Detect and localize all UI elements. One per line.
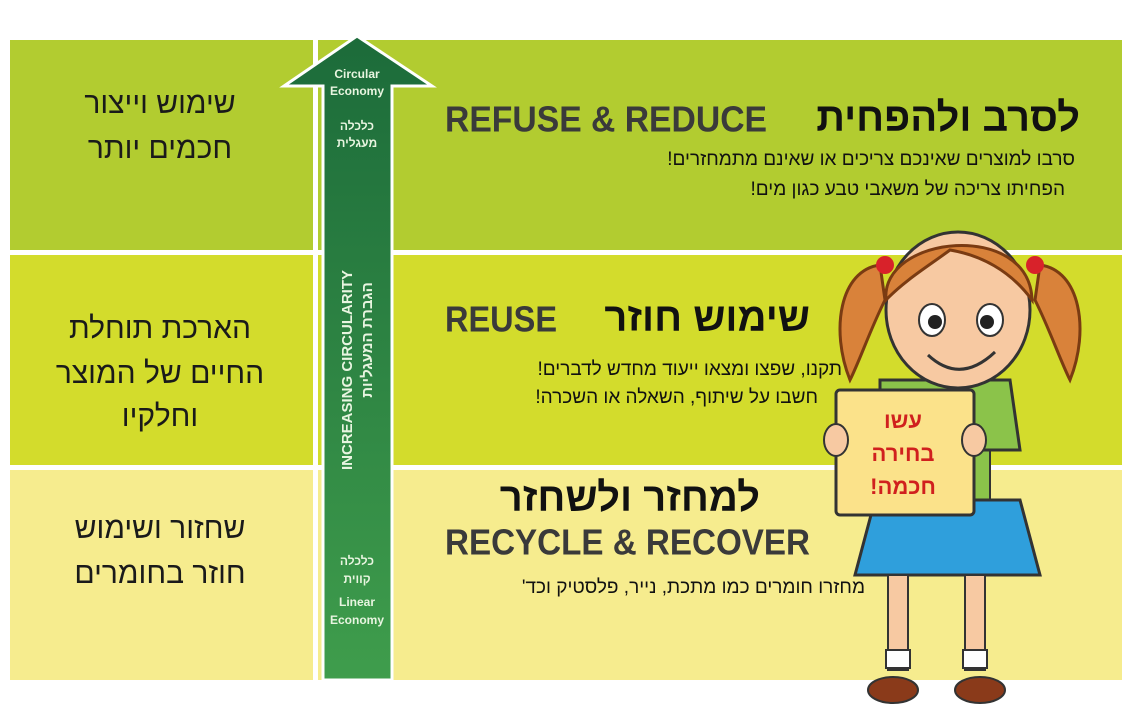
- page: { "arrow": { "top_en": ["Circular", "Eco…: [0, 0, 1125, 713]
- arrow-vertical-label: INCREASING CIRCULARITY: [339, 270, 356, 470]
- left-text: חוזר בחומרים: [74, 557, 245, 590]
- left-text: וחלקיו: [122, 400, 198, 433]
- heading-he: שימוש חוזר: [604, 296, 810, 340]
- sign-text: חכמה!: [870, 474, 936, 499]
- arrow-label: Economy: [330, 613, 384, 627]
- left-text: הארכת תוחלת: [69, 312, 251, 345]
- heading-en: RECYCLE & RECOVER: [445, 522, 810, 563]
- arrow-label: כלכלה: [340, 554, 374, 568]
- arrow-label: קווית: [343, 572, 370, 586]
- heading-he: למחזר ולשחזר: [500, 476, 760, 520]
- body-text: הפחיתו צריכה של משאבי טבע כגון מים!: [750, 179, 1065, 200]
- body-text: מחזרו חומרים כמו מתכת, נייר, פלסטיק וכד': [522, 577, 865, 598]
- infographic: שימוש וייצור חכמים יותר הארכת תוחלת החיי…: [0, 0, 1125, 713]
- column-divider: [313, 40, 318, 680]
- body-text: תקנו, שפצו ומצאו ייעוד מחדש לדברים!: [537, 359, 842, 380]
- arrow-label: Economy: [330, 84, 384, 98]
- arrow-label: מעגלית: [337, 136, 377, 150]
- arrow-label: כלכלה: [340, 119, 374, 133]
- left-text: שימוש וייצור: [84, 87, 235, 120]
- left-text: חכמים יותר: [88, 132, 232, 165]
- arrow-label: Circular: [334, 67, 380, 81]
- left-text: שחזור ושימוש: [75, 512, 246, 545]
- sign-text: בחירה: [871, 441, 934, 466]
- body-text: חשבו על שיתוף, השאלה או השכרה!: [535, 387, 818, 408]
- left-text: החיים של המוצר: [56, 357, 264, 390]
- arrow-label: Linear: [339, 595, 375, 609]
- heading-he: לסרב ולהפחית: [816, 96, 1080, 140]
- body-text: סרבו למוצרים שאינכם צריכים או שאינם מתמח…: [667, 149, 1075, 170]
- heading-en: REUSE: [445, 299, 557, 340]
- arrow-vertical-label: הגברת המעגליות: [359, 282, 376, 398]
- sign-text: עשו: [884, 408, 922, 433]
- heading-en: REFUSE & REDUCE: [445, 99, 767, 140]
